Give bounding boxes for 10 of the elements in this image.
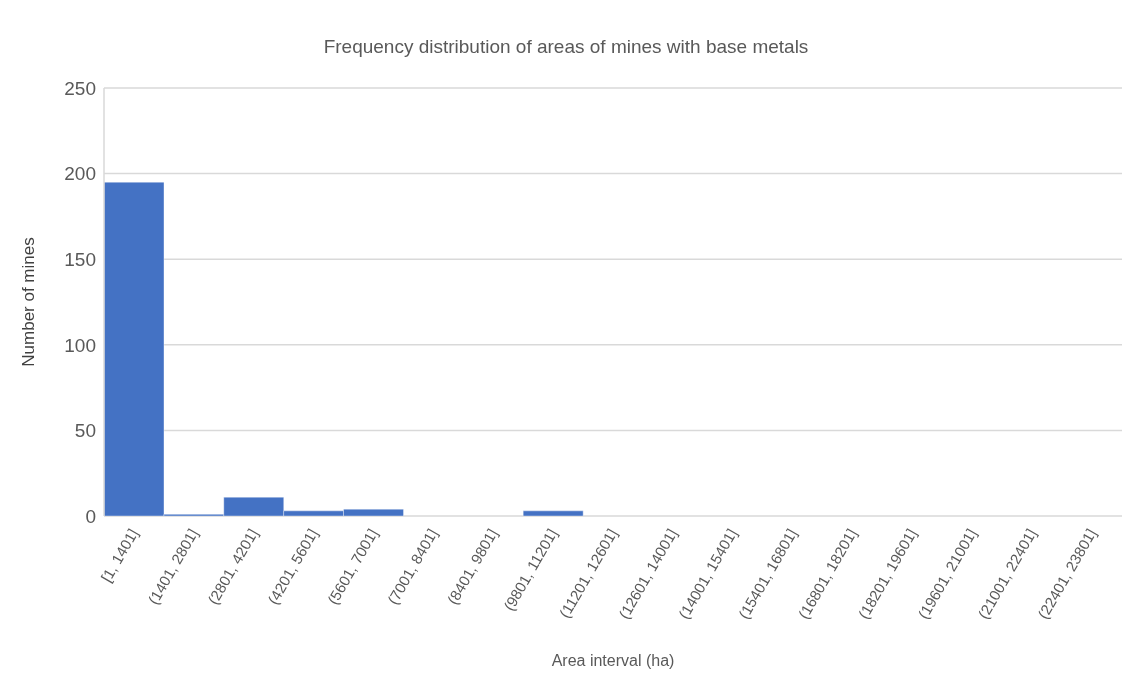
y-tick-label: 200 — [64, 163, 96, 185]
y-tick-label: 150 — [64, 248, 96, 270]
y-axis-title: Number of mines — [19, 237, 39, 367]
y-tick-label: 100 — [64, 334, 96, 356]
y-tick-label: 250 — [64, 77, 96, 99]
bar — [522, 510, 584, 516]
x-axis-title: Area interval (ha) — [551, 652, 675, 669]
chart-title: Frequency distribution of areas of mines with base metals — [322, 35, 810, 59]
y-tick-label: 50 — [74, 420, 96, 442]
y-tick-label: 0 — [85, 505, 96, 527]
